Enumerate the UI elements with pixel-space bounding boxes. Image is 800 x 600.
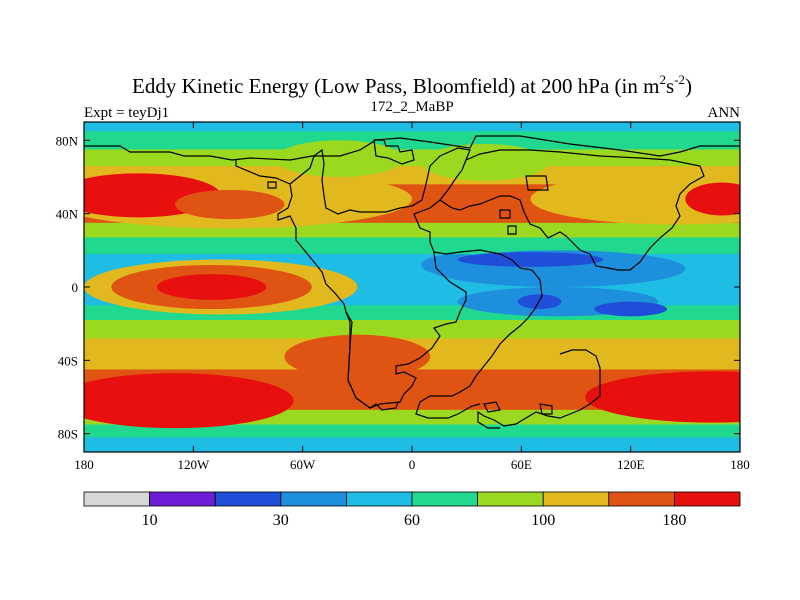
contour-band-1 <box>84 131 740 150</box>
coastline-australia <box>477 349 601 429</box>
colorbar-swatch-0 <box>83 491 150 507</box>
colorbar-swatch-8 <box>608 491 675 507</box>
y-tick-label-0: 80N <box>56 133 79 148</box>
contour-region-15 <box>156 274 267 300</box>
right-label: ANN <box>708 105 741 121</box>
x-tick-label-0: 180 <box>74 457 94 472</box>
colorbar-swatch-7 <box>542 491 610 507</box>
contour-region-2 <box>275 140 403 178</box>
colorbar-swatch-9 <box>674 491 741 507</box>
contour-band-6 <box>84 237 740 255</box>
y-tick-label-1: 40N <box>56 207 79 222</box>
colorbar-label-2: 60 <box>404 512 420 529</box>
contour-region-3 <box>421 144 549 181</box>
contour-band-14 <box>84 424 740 438</box>
contour-region-6 <box>175 189 285 220</box>
contour-region-11 <box>517 294 562 309</box>
center-label: 172_2_MaBP <box>370 99 453 115</box>
contour-region-17 <box>585 371 740 423</box>
plot-area <box>84 122 740 452</box>
coastline-arctic <box>84 135 740 161</box>
colorbar-swatch-4 <box>345 491 413 507</box>
colorbar: 10 30 60 100 180 <box>83 491 741 529</box>
colorbar-swatch-1 <box>149 491 216 507</box>
contour-region-10 <box>457 252 604 267</box>
colorbar-swatch-2 <box>214 491 282 507</box>
contour-band-15 <box>84 437 740 452</box>
colorbar-swatch-3 <box>280 491 347 507</box>
coastline-south-america <box>345 311 399 411</box>
x-tick-label-3: 0 <box>409 457 416 472</box>
y-tick-label-2: 0 <box>72 280 79 295</box>
x-tick-label-4: 60E <box>511 457 532 472</box>
colorbar-label-4: 180 <box>662 512 686 529</box>
y-tick-label-4: 80S <box>58 427 78 442</box>
coastline-greenland <box>373 139 415 165</box>
coastline-africa <box>415 249 543 419</box>
contour-region-16 <box>84 373 294 429</box>
colorbar-label-3: 100 <box>531 512 555 529</box>
x-tick-label-1: 120W <box>177 457 210 472</box>
colorbar-swatch-5 <box>411 491 478 507</box>
y-axis: 80N 40N 0 40S 80S <box>56 133 740 442</box>
colorbar-swatch-6 <box>477 491 544 507</box>
contour-band-10 <box>84 320 740 339</box>
contour-region-12 <box>594 301 668 317</box>
x-tick-label-5: 120E <box>617 457 645 472</box>
coastline-outlines <box>84 135 740 429</box>
colorbar-label-0: 10 <box>142 512 158 529</box>
coastline-north-america <box>235 147 471 409</box>
left-label: Expt = teyDj1 <box>84 105 169 121</box>
coastline-small-lakes <box>267 181 517 235</box>
coastline-eurasia <box>439 149 705 271</box>
x-tick-label-6: 180 <box>730 457 750 472</box>
chart-title: Eddy Kinetic Energy (Low Pass, Bloomfiel… <box>132 72 692 98</box>
colorbar-label-1: 30 <box>273 512 289 529</box>
x-tick-label-2: 60W <box>290 457 316 472</box>
coastline-antarctic-islands <box>483 401 553 415</box>
y-tick-label-3: 40S <box>58 353 78 368</box>
contour-region-18 <box>284 334 431 379</box>
coastline-lake-caspian <box>525 175 549 191</box>
x-axis: 180 120W 60W 0 60E 120E 180 <box>74 122 750 472</box>
contour-region-5 <box>685 182 740 216</box>
